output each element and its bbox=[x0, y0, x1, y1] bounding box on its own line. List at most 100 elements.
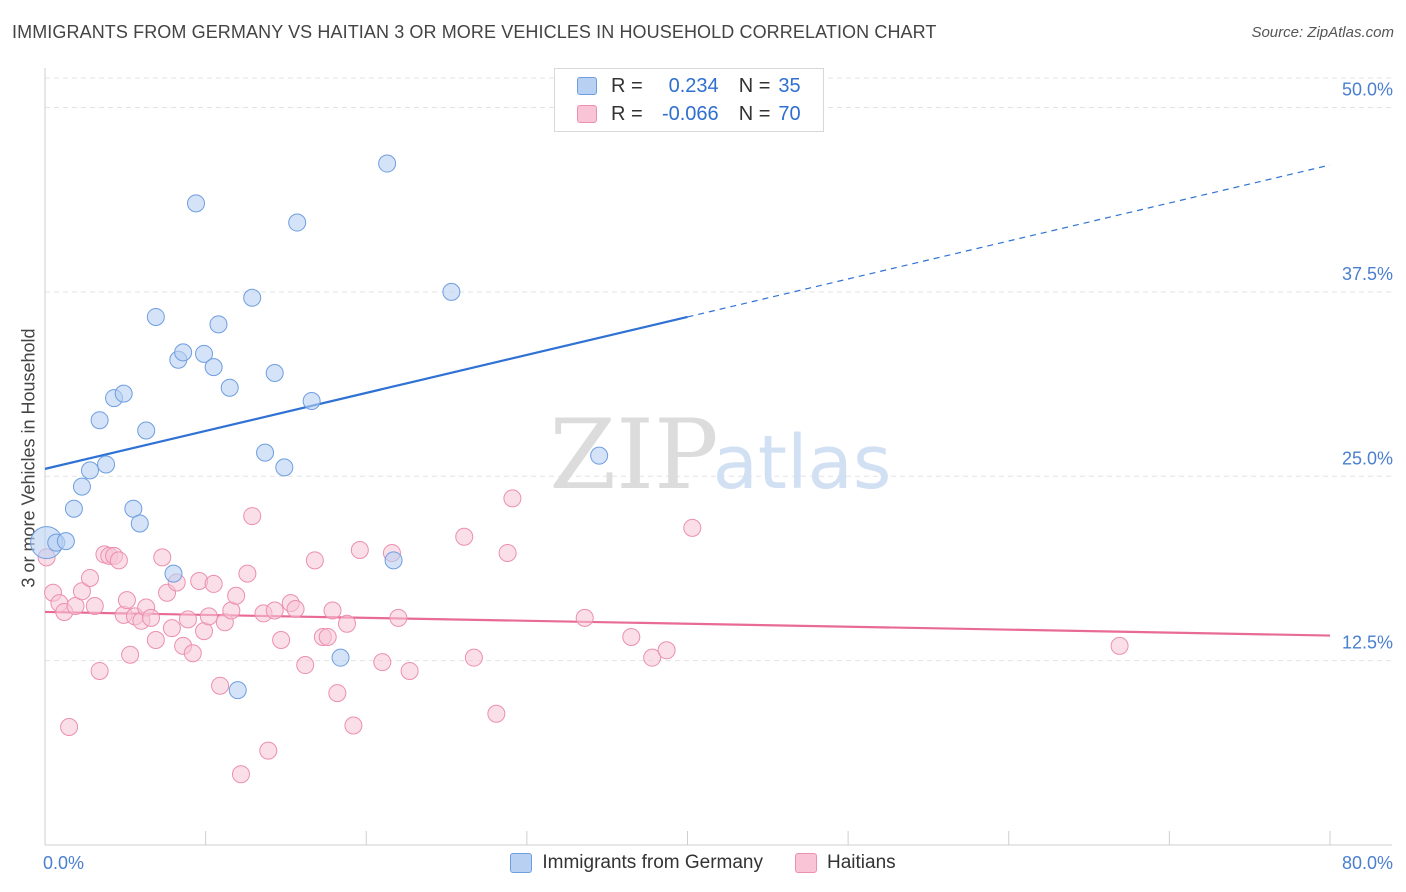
data-point-haitians bbox=[455, 527, 474, 546]
y-tick-label: 25.0% bbox=[1342, 448, 1393, 468]
pink-swatch-icon bbox=[795, 853, 817, 873]
watermark: ZIP atlas bbox=[549, 399, 891, 511]
data-point-haitians bbox=[337, 614, 356, 633]
legend-item-germany[interactable]: Immigrants from Germany bbox=[510, 852, 763, 874]
data-point-haitians bbox=[142, 608, 161, 627]
data-point-germany bbox=[56, 532, 75, 551]
y-tick-label: 50.0% bbox=[1342, 80, 1393, 100]
data-point-germany bbox=[288, 213, 307, 232]
data-point-haitians bbox=[162, 619, 181, 638]
data-point-haitians bbox=[487, 704, 506, 723]
data-point-germany bbox=[80, 461, 99, 480]
r-label: R = bbox=[611, 74, 643, 97]
blue-swatch-icon bbox=[510, 853, 533, 873]
data-point-germany bbox=[265, 364, 284, 382]
data-point-haitians bbox=[85, 597, 104, 616]
chart-title: IMMIGRANTS FROM GERMANY VS HAITIAN 3 OR … bbox=[12, 22, 937, 42]
tick-labels: 12.5% 25.0% 37.5% 50.0% 0.0% 80.0% bbox=[43, 80, 1393, 874]
data-point-germany bbox=[590, 446, 609, 465]
data-point-haitians bbox=[344, 716, 363, 735]
data-point-germany bbox=[164, 564, 183, 583]
data-point-haitians bbox=[109, 551, 128, 570]
data-point-haitians bbox=[227, 586, 246, 605]
data-point-germany bbox=[256, 443, 275, 462]
r-label: R = bbox=[611, 102, 643, 125]
data-point-haitians bbox=[153, 548, 172, 567]
pink-swatch-icon bbox=[577, 105, 597, 123]
data-point-haitians bbox=[272, 630, 291, 649]
legend-row-haitians: R = -0.066 N = 70 bbox=[577, 101, 801, 127]
data-point-haitians bbox=[183, 644, 202, 663]
data-point-germany bbox=[243, 288, 262, 307]
data-point-germany bbox=[174, 343, 193, 362]
watermark-zip: ZIP bbox=[549, 399, 718, 511]
y-tick-label: 37.5% bbox=[1342, 264, 1393, 284]
data-point-haitians bbox=[265, 601, 284, 620]
correlation-legend: R = 0.234 N = 35 R = -0.066 N = 70 bbox=[554, 68, 824, 132]
data-point-haitians bbox=[373, 653, 392, 672]
data-point-haitians bbox=[323, 601, 342, 620]
data-point-germany bbox=[204, 358, 223, 377]
data-point-haitians bbox=[204, 574, 223, 593]
x-tick-label: 80.0% bbox=[1342, 853, 1393, 873]
data-point-haitians bbox=[643, 648, 662, 667]
data-point-haitians bbox=[657, 641, 676, 660]
data-point-haitians bbox=[296, 656, 315, 675]
data-point-germany bbox=[130, 514, 149, 533]
x-tick-label: 0.0% bbox=[43, 853, 84, 873]
data-point-germany bbox=[302, 392, 321, 411]
data-point-haitians bbox=[190, 571, 209, 590]
data-point-haitians bbox=[243, 507, 262, 526]
watermark-atlas: atlas bbox=[713, 420, 892, 506]
data-point-germany bbox=[97, 455, 116, 474]
data-point-haitians bbox=[503, 489, 522, 508]
data-point-germany bbox=[114, 384, 133, 403]
series-legend: Immigrants from Germany Haitians bbox=[0, 852, 1406, 874]
trend-line-germany-extension bbox=[687, 164, 1331, 318]
data-point-haitians bbox=[117, 591, 136, 610]
data-point-haitians bbox=[231, 765, 250, 784]
data-point-germany bbox=[228, 681, 247, 700]
data-point-haitians bbox=[80, 569, 99, 588]
data-points bbox=[30, 154, 1129, 784]
data-point-haitians bbox=[72, 582, 91, 601]
data-point-germany bbox=[146, 307, 165, 326]
legend-row-germany: R = 0.234 N = 35 bbox=[577, 73, 801, 99]
data-point-haitians bbox=[146, 630, 165, 649]
data-point-haitians bbox=[683, 518, 702, 537]
blue-swatch-icon bbox=[577, 77, 597, 95]
data-point-haitians bbox=[60, 718, 79, 736]
data-point-germany bbox=[209, 315, 228, 334]
data-point-haitians bbox=[464, 648, 483, 667]
data-point-germany bbox=[72, 477, 91, 496]
data-point-haitians bbox=[178, 610, 197, 629]
trend-line-germany bbox=[44, 315, 688, 470]
data-point-germany bbox=[220, 378, 239, 397]
data-point-germany bbox=[90, 411, 109, 430]
r-value: 0.234 bbox=[668, 74, 719, 97]
legend-label-haitians: Haitians bbox=[827, 852, 896, 873]
data-point-germany bbox=[442, 282, 461, 301]
data-point-haitians bbox=[305, 551, 324, 570]
data-point-haitians bbox=[90, 661, 109, 680]
data-point-germany bbox=[64, 499, 83, 518]
data-point-haitians bbox=[328, 684, 347, 703]
data-point-germany bbox=[186, 194, 205, 213]
source-label: Source: ZipAtlas.com bbox=[1251, 24, 1394, 41]
data-point-germany bbox=[331, 648, 350, 667]
n-value: 70 bbox=[778, 102, 801, 125]
data-point-haitians bbox=[350, 541, 369, 559]
legend-item-haitians[interactable]: Haitians bbox=[795, 852, 896, 874]
data-point-germany bbox=[384, 551, 403, 570]
n-label: N = bbox=[738, 102, 771, 125]
data-point-haitians bbox=[389, 608, 408, 627]
data-point-germany bbox=[378, 154, 397, 173]
data-point-germany bbox=[195, 344, 214, 363]
data-point-germany bbox=[137, 421, 156, 440]
data-point-haitians bbox=[622, 628, 641, 647]
data-point-haitians bbox=[498, 543, 517, 562]
n-value: 35 bbox=[778, 74, 801, 97]
data-point-haitians bbox=[199, 607, 218, 626]
r-value: -0.066 bbox=[661, 102, 719, 125]
